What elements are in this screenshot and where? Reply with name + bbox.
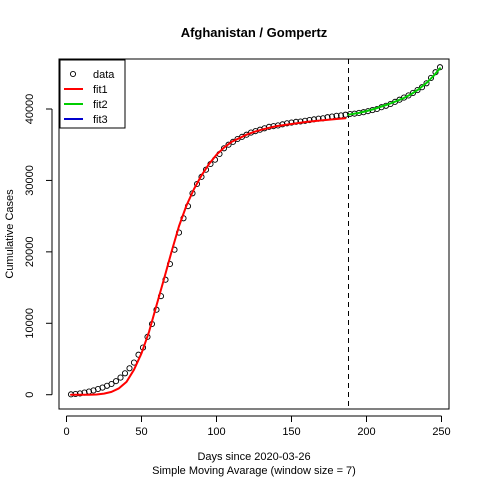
x-axis: 0 50 100 150 200 250 xyxy=(63,415,451,438)
data-point xyxy=(288,119,295,126)
chart-title: Afghanistan / Gompertz xyxy=(181,25,328,40)
y-axis-label: Cumulative Cases xyxy=(4,189,16,279)
legend-label: fit1 xyxy=(93,84,108,96)
x-axis-sublabel: Simple Moving Avarage (window size = 7) xyxy=(152,465,356,477)
y-tick-label: 30000 xyxy=(24,165,36,196)
legend-entry-fit3: fit3 xyxy=(64,114,108,126)
data-point xyxy=(193,180,201,188)
legend: data fit1 fit2 fit3 xyxy=(59,59,126,129)
legend-label: fit2 xyxy=(93,99,108,111)
y-axis: 0 10000 20000 30000 40000 xyxy=(24,94,53,398)
legend-label: data xyxy=(93,69,115,81)
data-point xyxy=(292,118,300,125)
x-tick-label: 150 xyxy=(282,426,300,438)
x-tick-label: 250 xyxy=(432,426,450,438)
x-tick-label: 0 xyxy=(63,426,69,438)
legend-entry-fit2: fit2 xyxy=(64,99,108,111)
data-point xyxy=(409,89,417,96)
x-tick-label: 100 xyxy=(207,426,225,438)
legend-symbol xyxy=(69,70,77,78)
x-tick-label: 200 xyxy=(357,426,375,438)
y-tick-label: 10000 xyxy=(24,308,36,339)
plot-area xyxy=(67,59,444,409)
data-point xyxy=(117,374,124,381)
y-tick-label: 0 xyxy=(24,392,36,398)
x-axis-label: Days since 2020-03-26 xyxy=(197,451,310,463)
y-tick-label: 20000 xyxy=(24,237,36,268)
legend-box xyxy=(59,59,126,129)
data-point xyxy=(126,365,133,372)
data-point xyxy=(112,378,120,385)
data-point xyxy=(427,74,435,81)
series-fit1-line xyxy=(70,117,347,396)
data-point xyxy=(121,370,129,377)
data-point xyxy=(423,80,430,87)
data-point xyxy=(418,84,426,91)
y-tick-label: 40000 xyxy=(24,94,36,125)
legend-entry-fit1: fit1 xyxy=(64,84,108,96)
x-tick-label: 50 xyxy=(135,426,147,438)
legend-entries: data fit1 fit2 fit3 xyxy=(64,69,115,126)
data-point xyxy=(220,145,228,152)
series-fit2-line xyxy=(347,67,441,116)
legend-entry-data: data xyxy=(69,69,115,81)
data-point xyxy=(108,380,115,388)
data-point xyxy=(405,92,412,99)
data-point xyxy=(414,87,421,94)
plot-frame xyxy=(58,58,450,410)
legend-label: fit3 xyxy=(93,114,108,126)
data-point xyxy=(76,390,84,397)
data-point xyxy=(225,141,232,148)
data-point xyxy=(306,117,313,124)
